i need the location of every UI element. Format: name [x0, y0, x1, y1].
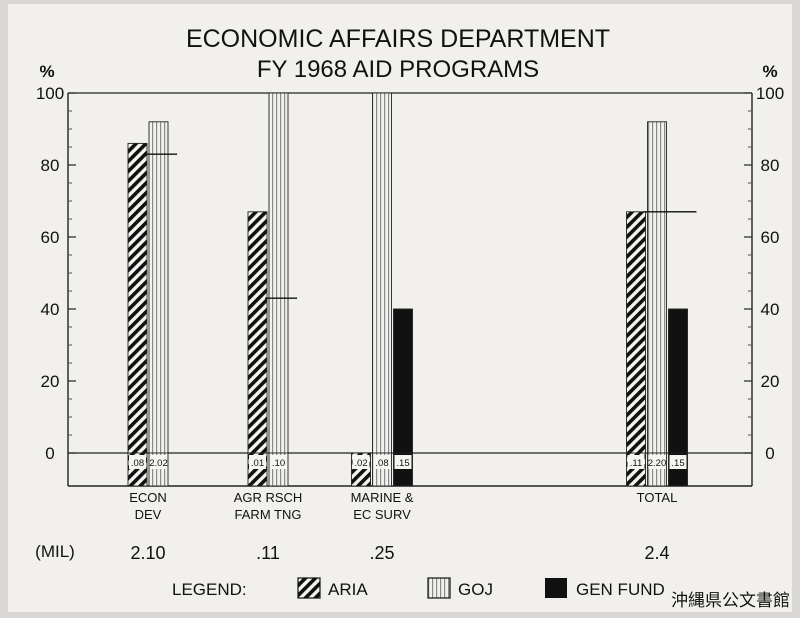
amount-label-bg: [249, 455, 266, 469]
bar-gen-fund: [393, 308, 413, 454]
chart-title-line-2: FY 1968 AID PROGRAMS: [257, 56, 539, 83]
legend-swatch-gen-fund: [545, 578, 567, 598]
amount-label-goj: .08: [375, 458, 388, 469]
bar-goj: [372, 92, 392, 454]
amount-label-bg: [394, 455, 412, 469]
y-tick-label-right: 20: [761, 372, 780, 391]
legend-label-goj: GOJ: [458, 580, 493, 599]
watermark: 沖縄県公文書館: [671, 591, 790, 611]
category-total-mil: .11: [256, 543, 280, 563]
amount-label-aria: .08: [131, 458, 144, 469]
category-label: ECON: [129, 490, 167, 505]
y-tick-label-right: 80: [761, 156, 780, 175]
category-label: FARM TNG: [235, 507, 302, 522]
y-tick-label-left: 20: [41, 372, 60, 391]
category-label: AGR RSCH: [234, 490, 303, 505]
y-tick-label-right: 40: [761, 300, 780, 319]
category-label: EC SURV: [353, 507, 411, 522]
bar-goj: [148, 121, 169, 454]
category-label: DEV: [135, 507, 162, 522]
amount-label-bg: [373, 455, 391, 469]
chart-title-line-1: ECONOMIC AFFAIRS DEPARTMENT: [186, 25, 610, 53]
bar-gen-fund: [668, 308, 688, 454]
category-label: TOTAL: [637, 490, 678, 505]
amount-label-aria: .01: [251, 458, 264, 469]
amount-label-gen-fund: .15: [671, 458, 684, 469]
y-tick-label-right: 0: [765, 444, 774, 463]
amount-label-bg: [627, 455, 645, 469]
amount-label-bg: [648, 455, 666, 469]
amount-label-aria: .11: [630, 458, 643, 469]
y-tick-label-left: 100: [36, 84, 64, 103]
legend-swatch-aria: [297, 577, 321, 599]
amount-label-goj: .10: [272, 458, 285, 469]
amount-label-bg: [669, 455, 687, 469]
category-total-mil: 2.10: [130, 543, 165, 563]
bar-goj: [268, 92, 289, 454]
amount-label-goj: 2.02: [149, 458, 168, 469]
bar-goj: [647, 121, 667, 454]
y-tick-label-left: 60: [41, 228, 60, 247]
bar-aria: [127, 142, 148, 454]
y-axis-unit-left: %: [39, 62, 54, 81]
y-tick-label-right: 60: [761, 228, 780, 247]
y-axis-unit-right: %: [762, 62, 777, 81]
legend-swatch-goj: [427, 577, 451, 599]
category-total-mil: 2.4: [644, 543, 669, 563]
mil-row-label: (MIL): [35, 542, 75, 561]
bar-aria: [247, 211, 268, 454]
y-tick-label-right: 100: [756, 84, 784, 103]
legend: LEGEND: ARIA GOJ GEN FUND: [172, 577, 665, 599]
y-tick-label-left: 40: [41, 300, 60, 319]
legend-title: LEGEND:: [172, 580, 247, 599]
category-label: MARINE &: [351, 490, 414, 505]
legend-label-gen-fund: GEN FUND: [576, 580, 665, 599]
amount-label-goj: 2.20: [648, 458, 667, 469]
legend-label-aria: ARIA: [328, 580, 368, 599]
amount-label-bg: [270, 455, 287, 469]
y-tick-label-left: 80: [41, 156, 60, 175]
y-tick-label-left: 0: [45, 444, 54, 463]
amount-label-bg: [150, 455, 167, 469]
amount-label-bg: [129, 455, 146, 469]
bar-aria: [626, 211, 646, 454]
amount-label-bg: [352, 455, 370, 469]
amount-label-gen-fund: .15: [396, 458, 409, 469]
amount-label-aria: .02: [354, 458, 367, 469]
category-total-mil: .25: [369, 543, 394, 563]
